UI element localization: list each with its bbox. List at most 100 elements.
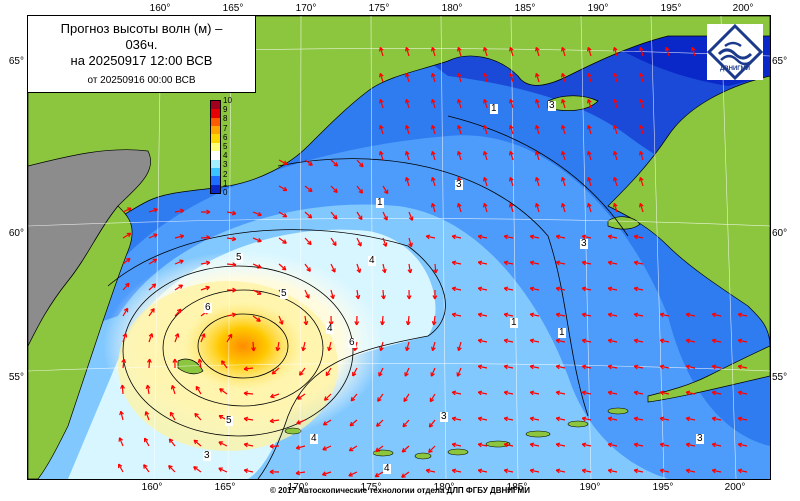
wave-arrow-head (348, 446, 354, 452)
wave-arrow (478, 313, 488, 317)
wave-arrow (118, 437, 124, 447)
wave-arrow (426, 469, 436, 473)
wave-arrow (660, 469, 670, 473)
wave-arrow-head (143, 437, 149, 443)
wave-arrow-head (325, 371, 331, 377)
wave-arrow-head (456, 72, 462, 78)
contour-label: 4 (310, 433, 318, 444)
wave-arrow (428, 445, 436, 453)
wave-arrow (271, 367, 280, 375)
wave-arrow-head (586, 124, 592, 130)
wave-arrow-head (408, 242, 413, 248)
wave-arrow-head (430, 150, 436, 156)
wave-arrow-head (534, 46, 540, 52)
wave-arrow-head (633, 442, 639, 448)
wave-arrow (587, 99, 592, 109)
wave-arrow (378, 367, 384, 377)
wave-arrow-head (269, 443, 274, 449)
latitude-label-left: 60° (8, 228, 24, 239)
wave-arrow (483, 151, 488, 161)
wave-arrow-head (534, 124, 540, 130)
wave-arrow-head (431, 320, 437, 326)
longitude-label-bottom: 170° (287, 482, 309, 493)
wave-arrow (509, 177, 514, 187)
wave-arrow (530, 365, 540, 369)
wave-arrow-head (560, 202, 566, 208)
wave-arrow-head (430, 124, 436, 130)
wave-arrow-head (529, 390, 535, 396)
wave-arrow (639, 177, 644, 187)
wave-arrow-head (231, 312, 237, 318)
wave-arrow-head (355, 294, 361, 300)
wave-arrow (738, 339, 748, 343)
wave-arrow-head (349, 421, 355, 427)
wave-arrow-head (193, 466, 198, 471)
contour-label: 6 (348, 337, 356, 348)
wave-arrow-head (243, 391, 248, 396)
wave-arrow-head (430, 98, 436, 104)
wave-arrow (122, 282, 130, 291)
wave-arrow (428, 419, 436, 428)
wave-arrow-head (508, 98, 514, 104)
wave-arrow (330, 263, 336, 273)
wave-arrow-head (477, 312, 483, 318)
wave-arrow (634, 469, 644, 473)
wave-arrow-head (534, 176, 540, 182)
wave-arrow-head (508, 72, 514, 78)
wave-arrow-head (633, 468, 639, 474)
wave-arrow (356, 159, 364, 168)
wave-arrow-head (295, 470, 301, 476)
wave-arrow-head (659, 312, 665, 318)
wave-arrow (120, 411, 124, 421)
wave-contours (107, 115, 629, 479)
longitude-label-top: 160° (149, 3, 171, 14)
wave-arrow-head (307, 240, 312, 246)
wave-arrow-head (332, 241, 337, 247)
wave-arrow (587, 177, 592, 187)
wave-arrow-head (534, 72, 540, 78)
wave-arrow (323, 419, 332, 426)
wave-arrow-head (477, 442, 483, 448)
wave-arrow-head (243, 416, 249, 422)
wave-arrow (252, 341, 255, 352)
wave-arrow (352, 367, 358, 377)
st-lawrence-island (547, 95, 599, 111)
wave-arrow-head (607, 442, 613, 448)
wave-arrow-head (451, 390, 457, 396)
wave-arrow (226, 333, 233, 343)
wave-arrow-head (174, 333, 180, 338)
wave-arrow (561, 151, 566, 161)
wave-arrow-head (327, 346, 332, 352)
wave-arrow (686, 417, 696, 421)
wave-arrow (504, 391, 514, 395)
wave-arrow (457, 151, 462, 161)
colorbar-tick-label: 3 (223, 160, 228, 170)
wave-arrow-head (711, 390, 717, 396)
wave-arrow (405, 99, 410, 109)
longitude-label-top: 180° (441, 3, 463, 14)
wave-arrow-head (306, 267, 311, 272)
wave-arrow-head (482, 124, 488, 130)
wave-arrow-head (378, 372, 383, 377)
wave-arrow (613, 177, 618, 187)
wave-arrow-head (406, 295, 412, 300)
title-line-3: на 20250917 12:00 ВСВ (70, 53, 213, 68)
wave-arrow-head (633, 416, 639, 422)
wave-arrow (171, 385, 176, 395)
wave-arrow (738, 417, 748, 421)
wave-arrow-head (172, 358, 178, 363)
title-line-1: Прогноз высоты волн (м) – (60, 21, 223, 36)
wave-arrow (634, 443, 644, 447)
wave-arrow (530, 313, 540, 317)
wave-arrow-head (296, 419, 301, 425)
wave-arrow-head (633, 260, 639, 266)
wave-arrow (354, 341, 358, 351)
wave-arrow-head (275, 346, 281, 352)
wave-arrow-head (457, 346, 462, 352)
wave-arrow (561, 177, 566, 187)
wave-arrow-head (301, 346, 307, 352)
wave-arrow-head (607, 338, 613, 344)
wave-arrow (535, 99, 540, 109)
wave-arrow (639, 125, 644, 135)
contour-label: 3 (203, 450, 211, 461)
